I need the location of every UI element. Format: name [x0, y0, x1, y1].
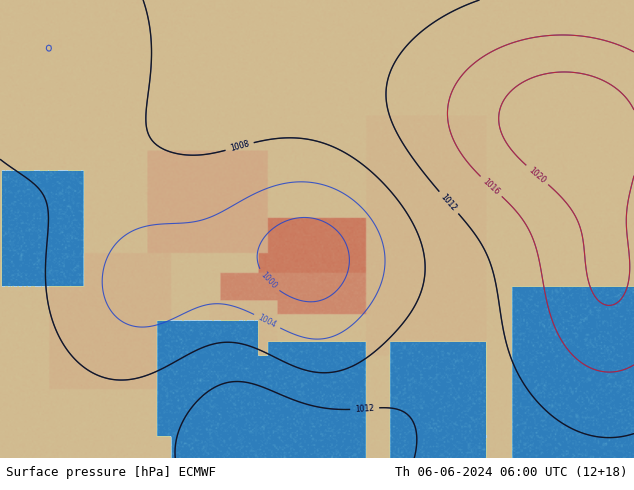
Text: 1004: 1004	[257, 313, 278, 330]
Text: 1012: 1012	[439, 193, 458, 213]
Text: 1012: 1012	[439, 193, 458, 213]
Text: 1012: 1012	[355, 404, 375, 414]
Text: 1020: 1020	[527, 165, 547, 185]
Text: 1008: 1008	[229, 140, 250, 153]
Text: 1000: 1000	[259, 270, 278, 291]
Text: 1012: 1012	[355, 404, 375, 414]
Text: 1016: 1016	[481, 176, 501, 196]
Text: 1020: 1020	[527, 165, 547, 185]
Text: Surface pressure [hPa] ECMWF: Surface pressure [hPa] ECMWF	[6, 466, 216, 479]
Text: 1008: 1008	[229, 140, 250, 153]
Text: Th 06-06-2024 06:00 UTC (12+18): Th 06-06-2024 06:00 UTC (12+18)	[395, 466, 628, 479]
Text: 1016: 1016	[481, 176, 501, 196]
